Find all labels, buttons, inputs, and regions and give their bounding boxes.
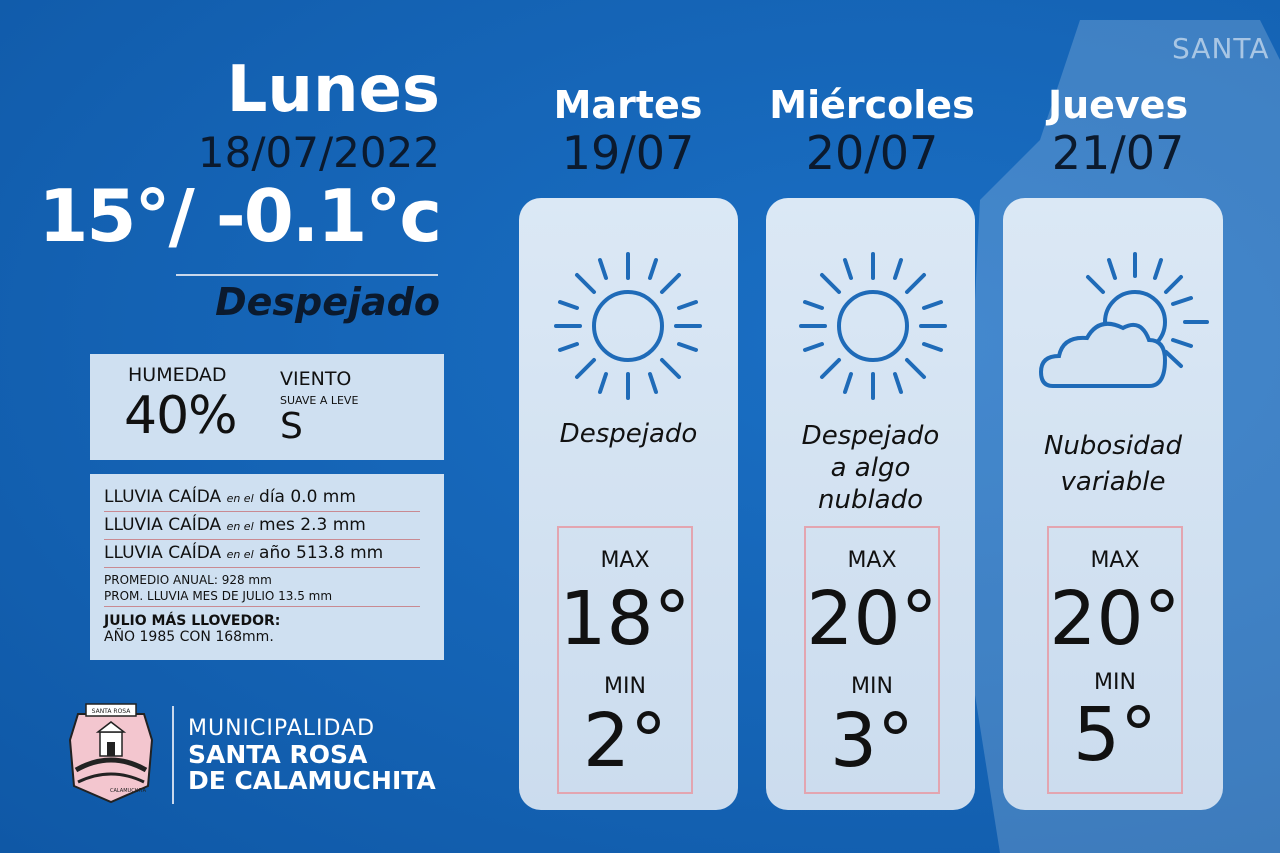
forecast-condition-line-2: variable <box>1060 467 1166 497</box>
annual-average: PROMEDIO ANUAL: 928 mm <box>104 573 272 587</box>
record-title: JULIO MÁS LLOVEDOR: <box>104 613 281 629</box>
rain-row: LLUVIA CAÍDA en el día 0.0 mm <box>104 484 420 512</box>
min-label: MIN <box>851 674 893 699</box>
today-day: Lunes <box>226 53 440 127</box>
record-value: AÑO 1985 CON 168mm. <box>104 629 274 645</box>
today-divider <box>176 274 438 276</box>
july-average: PROM. LLUVIA MES DE JULIO 13.5 mm <box>104 588 420 607</box>
rain-row: LLUVIA CAÍDA en el año 513.8 mm <box>104 540 420 568</box>
max-value: 20° <box>806 576 938 662</box>
logo-municipalidad: MUNICIPALIDAD <box>188 716 376 741</box>
min-value: 5° <box>1072 692 1158 778</box>
today-temperature: 15°/ -0.1°c <box>38 174 442 258</box>
watermark-text: SANTA <box>1172 32 1270 65</box>
forecast-day-1: Martes <box>553 83 703 127</box>
max-min-box: MAX 20° MIN 5° <box>1047 526 1183 794</box>
wind-description: SUAVE A LEVE <box>280 394 359 407</box>
forecast-card-2: Despejado a algo nublado MAX 20° MIN 3° <box>766 198 975 810</box>
municipal-crest-icon: SANTA ROSA CALAMUCHITA <box>68 703 154 804</box>
forecast-date-1: 19/07 <box>561 126 695 180</box>
forecast-day-3: Jueves <box>1047 83 1189 127</box>
logo-santa-rosa: SANTA ROSA <box>188 740 368 769</box>
today-date: 18/07/2022 <box>197 128 440 177</box>
forecast-condition-line-3: nublado <box>817 485 924 515</box>
humidity-label: HUMEDAD <box>128 364 227 386</box>
max-value: 20° <box>1049 576 1181 662</box>
forecast-date-3: 21/07 <box>1051 126 1185 180</box>
max-label: MAX <box>847 548 897 573</box>
humidity-wind-panel: HUMEDAD 40% VIENTO SUAVE A LEVE S <box>90 354 444 460</box>
forecast-day-2: Miércoles <box>769 83 975 127</box>
wind-label: VIENTO <box>280 368 352 390</box>
partly-cloudy-icon <box>1038 252 1209 388</box>
max-label: MAX <box>1090 548 1140 573</box>
rain-row-value: día 0.0 mm <box>259 487 356 507</box>
crest-bottom-text: CALAMUCHITA <box>110 788 147 794</box>
rain-row-value: mes 2.3 mm <box>259 515 366 535</box>
min-value: 2° <box>582 698 668 784</box>
rain-row-label: LLUVIA CAÍDA <box>104 515 222 535</box>
forecast-card-1: Despejado MAX 18° MIN 2° <box>519 198 738 810</box>
rain-row-qualifier: en el <box>226 520 254 533</box>
sun-icon <box>799 252 947 400</box>
crest-top-text: SANTA ROSA <box>92 708 132 715</box>
rain-row-label: LLUVIA CAÍDA <box>104 543 222 563</box>
rain-row-label: LLUVIA CAÍDA <box>104 487 222 507</box>
rain-row-qualifier: en el <box>226 548 254 561</box>
max-min-box: MAX 20° MIN 3° <box>804 526 940 794</box>
humidity-value: 40% <box>124 386 238 446</box>
min-value: 3° <box>829 698 915 784</box>
min-label: MIN <box>1094 670 1136 695</box>
logo-de-calamuchita: DE CALAMUCHITA <box>188 766 436 795</box>
wind-direction: S <box>280 406 303 447</box>
rain-row: LLUVIA CAÍDA en el mes 2.3 mm <box>104 512 420 540</box>
rainfall-panel: LLUVIA CAÍDA en el día 0.0 mm LLUVIA CAÍ… <box>90 474 444 660</box>
sun-icon <box>554 252 702 400</box>
forecast-card-3: Nubosidad variable MAX 20° MIN 5° <box>1003 198 1223 810</box>
today-condition: Despejado <box>215 280 440 324</box>
max-min-box: MAX 18° MIN 2° <box>557 526 693 794</box>
forecast-date-2: 20/07 <box>805 126 939 180</box>
forecast-condition-line-1: Despejado <box>801 421 940 451</box>
forecast-condition-line-2: a algo <box>830 453 911 483</box>
min-label: MIN <box>604 674 646 699</box>
max-value: 18° <box>559 576 691 662</box>
forecast-condition-line-1: Nubosidad <box>1043 431 1183 461</box>
forecast-condition: Despejado <box>559 419 698 449</box>
rain-row-value: año 513.8 mm <box>259 543 384 563</box>
rain-row-qualifier: en el <box>226 492 254 505</box>
logo-divider <box>172 706 174 804</box>
max-label: MAX <box>600 548 650 573</box>
